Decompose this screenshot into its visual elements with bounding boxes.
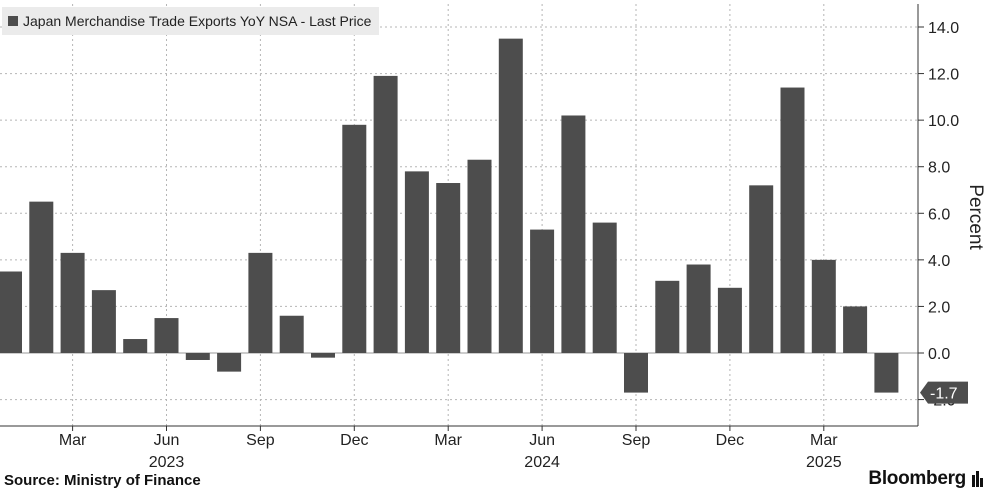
x-tick-label: Jun xyxy=(154,432,180,449)
x-tick-label: Dec xyxy=(716,432,744,449)
x-tick-label: Sep xyxy=(246,432,275,449)
bars-group xyxy=(0,38,899,393)
bar-2023-07 xyxy=(185,353,210,360)
bar-2023-06 xyxy=(154,318,179,353)
bar-2025-01 xyxy=(749,185,774,353)
bar-2023-05 xyxy=(123,339,148,353)
y-tick-label: 10.0 xyxy=(928,113,959,130)
bar-2023-04 xyxy=(91,290,116,353)
x-tick-label: Jun xyxy=(529,432,555,449)
bar-2024-03 xyxy=(436,183,461,353)
y-tick-label: 8.0 xyxy=(928,160,950,177)
bar-2024-09 xyxy=(624,353,648,393)
bar-2025-03 xyxy=(811,259,836,353)
last-value-marker xyxy=(920,381,968,404)
bar-2023-03 xyxy=(60,252,85,353)
x-year-label: 2023 xyxy=(149,454,185,471)
bar-2023-02 xyxy=(29,201,54,353)
brand-logo: Bloomberg xyxy=(868,468,984,490)
x-tick-label: Mar xyxy=(434,432,462,449)
bar-2024-10 xyxy=(655,280,680,353)
y-tick-label: 2.0 xyxy=(928,299,950,316)
y-axis-title: Percent xyxy=(965,184,986,250)
bar-2023-08 xyxy=(217,353,242,372)
legend-label: Japan Merchandise Trade Exports YoY NSA … xyxy=(23,13,372,29)
bar-2023-09 xyxy=(248,252,273,353)
x-tick-label: Mar xyxy=(59,432,87,449)
bar-2024-01 xyxy=(373,75,398,354)
bar-2024-02 xyxy=(404,171,429,353)
y-tick-label: 0.0 xyxy=(928,346,950,363)
x-tick-label: Sep xyxy=(622,432,651,449)
bar-2025-05 xyxy=(874,353,899,393)
bar-2025-04 xyxy=(843,306,868,353)
x-tick-label: Mar xyxy=(810,432,838,449)
x-tick-label: Dec xyxy=(340,432,368,449)
bar-2024-12 xyxy=(717,287,742,353)
brand-name: Bloomberg xyxy=(868,468,966,489)
x-year-label: 2024 xyxy=(524,454,560,471)
source-note: Source: Ministry of Finance xyxy=(4,472,201,489)
bar-2023-11 xyxy=(311,353,335,358)
bar-2024-11 xyxy=(686,264,711,353)
bar-2025-02 xyxy=(780,87,805,354)
bar-2023-10 xyxy=(279,315,304,353)
bloomberg-bars-icon xyxy=(972,471,984,487)
bar-2024-07 xyxy=(561,115,586,353)
bar-2024-04 xyxy=(467,159,492,353)
y-tick-label: 14.0 xyxy=(928,20,959,37)
y-tick-label: 12.0 xyxy=(928,67,959,84)
y-axis: 14.012.010.08.06.04.02.00.0-2.0-1.7Perce… xyxy=(917,4,986,426)
legend: Japan Merchandise Trade Exports YoY NSA … xyxy=(2,7,380,35)
legend-swatch xyxy=(8,16,18,26)
x-year-label: 2025 xyxy=(806,454,842,471)
bar-2023-12 xyxy=(342,124,367,353)
x-axis: Mar Jun Sep Dec Mar Jun Sep Dec Mar 2023 2024 2025 xyxy=(0,425,918,471)
y-tick-label: 4.0 xyxy=(928,253,950,270)
bar-2023-01 xyxy=(0,271,22,353)
last-value-label: -1.7 xyxy=(930,386,958,403)
bar-2024-05 xyxy=(498,38,523,354)
y-tick-label: 6.0 xyxy=(928,206,950,223)
bar-2024-08 xyxy=(592,222,617,353)
bar-2024-06 xyxy=(530,229,555,353)
